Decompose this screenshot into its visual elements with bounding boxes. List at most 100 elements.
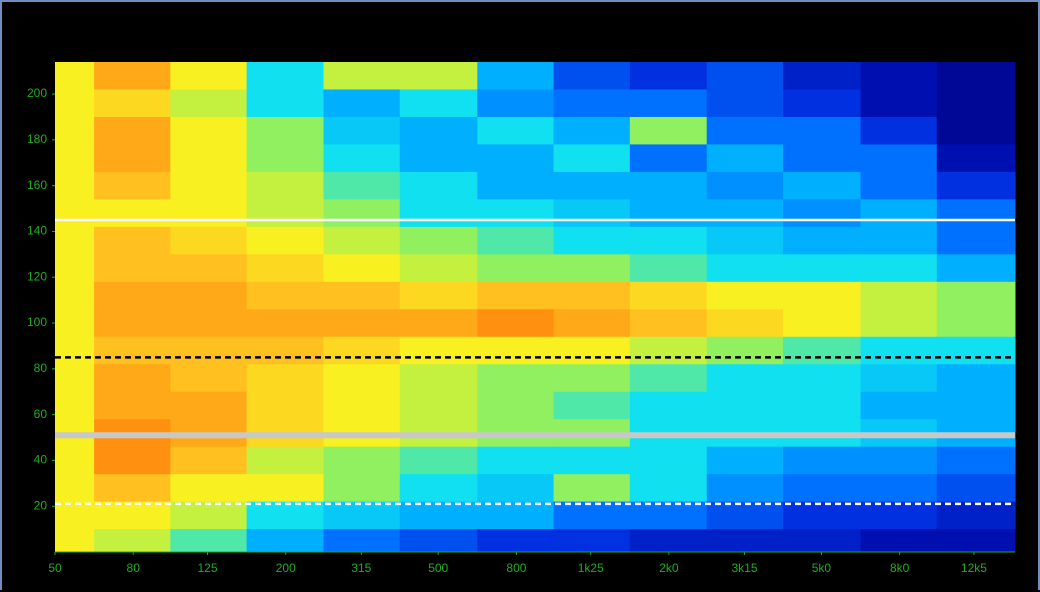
heat-cell	[860, 336, 938, 365]
heat-cell	[706, 89, 784, 118]
heat-cell	[170, 171, 248, 200]
heat-cell	[246, 116, 325, 145]
heat-cell	[323, 89, 401, 118]
heat-cell	[246, 336, 325, 365]
heat-cell	[55, 116, 95, 145]
heat-cell	[323, 309, 401, 338]
heat-cell	[399, 336, 478, 365]
heat-cell	[553, 62, 631, 90]
heat-cell	[706, 171, 784, 200]
heat-cell	[477, 336, 555, 365]
heat-cell	[782, 62, 862, 90]
heat-cell	[246, 171, 325, 200]
heat-cell	[55, 474, 95, 503]
heat-cell	[399, 226, 478, 255]
x-tick-label: 12k5	[961, 561, 987, 575]
heat-cell	[629, 336, 708, 365]
x-tick-label: 3k15	[732, 561, 758, 575]
heat-cell	[782, 144, 862, 173]
heat-cell	[553, 529, 631, 553]
heat-cell	[170, 116, 248, 145]
heat-cell	[629, 391, 708, 420]
heat-cell	[323, 226, 401, 255]
heat-cell	[170, 254, 248, 283]
x-tick-label: 80	[127, 561, 141, 575]
heat-cell	[936, 89, 1016, 118]
heat-cell	[860, 89, 938, 118]
heat-cell	[706, 199, 784, 228]
heat-cell	[629, 116, 708, 145]
heat-cell	[94, 199, 171, 228]
heat-cell	[399, 501, 478, 530]
heat-cell	[860, 446, 938, 475]
heat-cell	[55, 501, 95, 530]
heat-cell	[477, 226, 555, 255]
heat-cell	[553, 226, 631, 255]
heat-cell	[782, 501, 862, 530]
heat-cell	[553, 171, 631, 200]
heat-cell	[55, 254, 95, 283]
heat-cell	[477, 89, 555, 118]
heat-cell	[477, 501, 555, 530]
heat-cell	[55, 89, 95, 118]
heat-cell	[936, 116, 1016, 145]
heat-cell	[323, 391, 401, 420]
heat-cell	[94, 254, 171, 283]
heat-cell	[246, 199, 325, 228]
heat-cell	[629, 501, 708, 530]
heat-cell	[629, 254, 708, 283]
x-tick-label: 200	[276, 561, 296, 575]
y-tick-label: 40	[34, 453, 48, 467]
heat-cell	[323, 254, 401, 283]
heat-cell	[936, 336, 1016, 365]
y-tick-label: 160	[27, 178, 47, 192]
y-tick-label: 20	[34, 498, 48, 512]
heat-cell	[170, 62, 248, 90]
heat-cell	[936, 529, 1016, 553]
heat-cell	[629, 62, 708, 90]
heat-cell	[399, 116, 478, 145]
heat-cell	[860, 281, 938, 310]
y-tick-label: 140	[27, 224, 47, 238]
heat-cell	[246, 144, 325, 173]
heat-cell	[706, 446, 784, 475]
heat-cell	[55, 529, 95, 553]
heat-cell	[94, 364, 171, 393]
x-tick-label: 125	[197, 561, 217, 575]
heat-cell	[860, 116, 938, 145]
heat-cell	[629, 309, 708, 338]
heat-cell	[553, 309, 631, 338]
heat-cell	[323, 501, 401, 530]
heat-cell	[477, 62, 555, 90]
heat-cell	[246, 364, 325, 393]
heat-cell	[55, 199, 95, 228]
heat-cell	[477, 474, 555, 503]
heat-cell	[399, 199, 478, 228]
heat-cell	[477, 171, 555, 200]
heat-cell	[706, 144, 784, 173]
heat-cell	[936, 281, 1016, 310]
heat-cell	[782, 89, 862, 118]
heat-cell	[477, 309, 555, 338]
heat-cell	[399, 364, 478, 393]
heat-cell	[323, 336, 401, 365]
heat-cell	[170, 391, 248, 420]
heat-cell	[936, 364, 1016, 393]
heat-cell	[94, 474, 171, 503]
heat-cell	[553, 144, 631, 173]
heat-cell	[782, 199, 862, 228]
heat-cell	[860, 171, 938, 200]
heat-cell	[94, 171, 171, 200]
heat-cell	[323, 364, 401, 393]
heat-cell	[936, 501, 1016, 530]
heat-cell	[399, 391, 478, 420]
heat-cell	[860, 144, 938, 173]
heat-cell	[477, 116, 555, 145]
heat-cell	[706, 226, 784, 255]
heat-cell	[782, 336, 862, 365]
heat-cell	[860, 309, 938, 338]
heat-cell	[782, 446, 862, 475]
heat-cell	[94, 529, 171, 553]
heat-cell	[553, 364, 631, 393]
heat-cell	[399, 529, 478, 553]
